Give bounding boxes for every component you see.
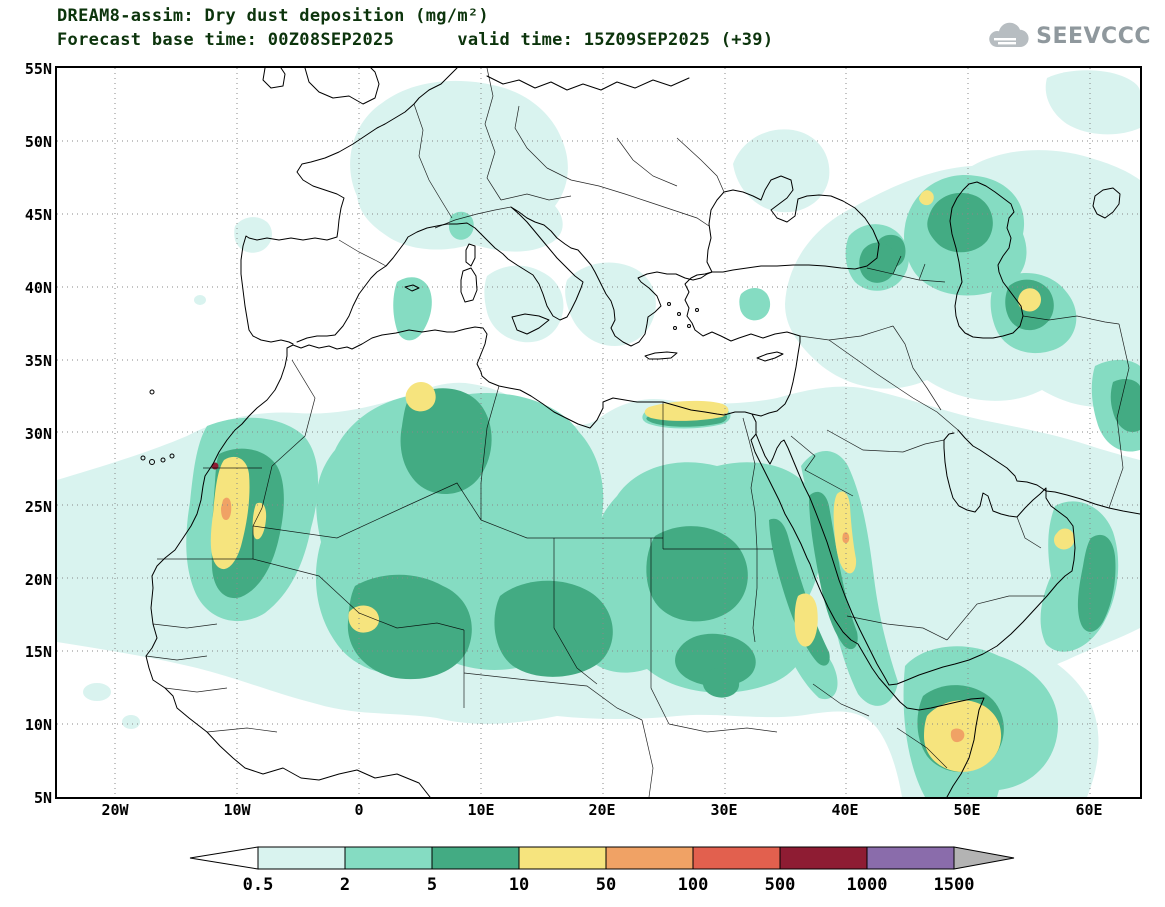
corsica-island (465, 243, 476, 267)
country-border-layer (145, 67, 1130, 798)
legend-value-10: 10 (509, 875, 529, 895)
coastline-layer (140, 67, 1141, 798)
lat-label-35n: 35N (24, 352, 52, 370)
aral-sea (1092, 187, 1121, 219)
lon-label-60e: 60E (1075, 801, 1103, 819)
legend-value-5: 5 (427, 875, 437, 895)
sicily-island (511, 313, 550, 335)
map-canvas (57, 67, 1141, 798)
lat-label-5n: 5N (33, 789, 52, 807)
british-isles-fragment (304, 67, 380, 105)
ireland-fragment (262, 67, 286, 89)
lon-label-40e: 40E (831, 801, 859, 819)
logo-text: SEEVCCC (1036, 23, 1151, 49)
page-subtitle: Forecast base time: 00Z08SEP2025 valid t… (57, 30, 774, 50)
lon-label-50e: 50E (953, 801, 981, 819)
europe-mediterranean-coast (296, 206, 713, 347)
legend-box-10-50 (518, 846, 607, 870)
crete-island (644, 351, 678, 360)
legend-value-0.5: 0.5 (243, 875, 274, 895)
lon-label-10w: 10W (223, 801, 251, 819)
legend-box-100-500 (692, 846, 781, 870)
iran-gulf-coast (957, 429, 1141, 515)
black-sea (706, 175, 880, 273)
caspian-sea (949, 181, 1024, 339)
sardinia-island (460, 267, 478, 303)
lat-label-15n: 15N (24, 643, 52, 661)
lat-label-40n: 40N (24, 279, 52, 297)
red-sea-african-coast (750, 433, 985, 798)
legend-value-500: 500 (765, 875, 796, 895)
lat-label-50n: 50N (24, 133, 52, 151)
canary-islands (140, 389, 175, 465)
legend-overflow-arrow (953, 846, 1015, 870)
arabia-coast (751, 413, 1076, 686)
seevccc-logo: SEEVCCC (984, 20, 1151, 52)
legend-value-2: 2 (340, 875, 350, 895)
legend-box-2-5 (344, 846, 433, 870)
lat-label-30n: 30N (24, 425, 52, 443)
lon-label-20w: 20W (101, 801, 129, 819)
page-title: DREAM8-assim: Dry dust deposition (mg/m²… (57, 6, 489, 26)
lat-label-25n: 25N (24, 498, 52, 516)
legend-value-50: 50 (596, 875, 616, 895)
lat-label-10n: 10N (24, 716, 52, 734)
dust-field-layer (57, 70, 1140, 797)
legend-box-5-10 (431, 846, 520, 870)
balearic-islands (404, 284, 420, 292)
legend-box-500-1000 (779, 846, 868, 870)
graticule-layer (57, 68, 1140, 797)
legend-box-1000-1500 (866, 846, 955, 870)
legend-box-0.5-2 (257, 846, 346, 870)
lon-label-10e: 10E (467, 801, 495, 819)
lon-label-20e: 20E (588, 801, 616, 819)
legend-value-100: 100 (678, 875, 709, 895)
aegean-islands (667, 302, 699, 330)
lat-label-20n: 20N (24, 571, 52, 589)
map-frame (55, 66, 1142, 799)
lat-label-45n: 45N (24, 206, 52, 224)
legend-box-50-100 (605, 846, 694, 870)
legend-value-1000: 1000 (847, 875, 888, 895)
anatolia-coast (684, 271, 801, 342)
lon-label-0: 0 (354, 801, 364, 819)
legend-bar: 0.5 2 5 10 50 100 500 1000 1500 (189, 846, 1015, 895)
legend-underflow-arrow (189, 846, 259, 870)
baltic-coast (486, 75, 690, 91)
africa-coast (145, 326, 801, 798)
lat-label-55n: 55N (24, 60, 52, 78)
cyprus-island (756, 351, 784, 362)
europe-atlantic-coast (240, 67, 458, 345)
cloud-icon (989, 22, 1029, 47)
lon-label-30e: 30E (710, 801, 738, 819)
legend-value-1500: 1500 (934, 875, 975, 895)
